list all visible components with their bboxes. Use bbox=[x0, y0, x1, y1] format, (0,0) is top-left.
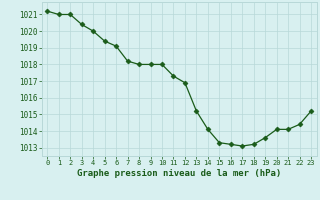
X-axis label: Graphe pression niveau de la mer (hPa): Graphe pression niveau de la mer (hPa) bbox=[77, 169, 281, 178]
